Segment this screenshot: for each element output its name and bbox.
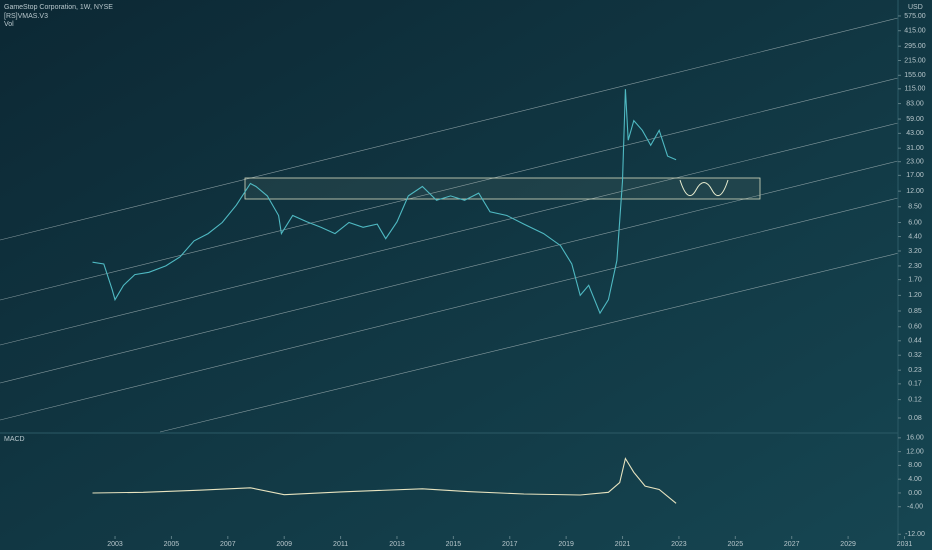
channel-line <box>0 197 898 421</box>
y-tick-label: 0.23 <box>908 367 922 374</box>
channel-line <box>0 160 898 384</box>
y-tick-label: 31.00 <box>906 145 924 152</box>
y-tick-label: 4.40 <box>908 233 922 240</box>
y-tick-label: 83.00 <box>906 100 924 107</box>
y-tick-label: 415.00 <box>904 28 926 35</box>
y-tick-label: -12.00 <box>905 531 925 538</box>
y-tick-label: 4.00 <box>908 476 922 483</box>
x-tick-label: 2029 <box>840 541 856 548</box>
x-tick-label: 2021 <box>615 541 631 548</box>
unit-label: USD <box>908 4 923 11</box>
x-tick-label: 2011 <box>333 541 348 548</box>
channel-line <box>0 17 898 241</box>
price-line <box>92 89 677 315</box>
y-tick-label: 3.20 <box>908 248 922 255</box>
x-tick-label: 2007 <box>220 541 236 548</box>
x-tick-label: 2013 <box>389 541 405 548</box>
x-tick-label: 2017 <box>502 541 518 548</box>
y-tick-label: 16.00 <box>906 435 924 442</box>
y-tick-label: 23.00 <box>906 159 924 166</box>
y-tick-label: 1.20 <box>908 292 922 299</box>
y-tick-label: 43.00 <box>906 130 924 137</box>
y-tick-label: 1.70 <box>908 276 922 283</box>
y-tick-label: 17.00 <box>906 172 924 179</box>
y-tick-label: 0.08 <box>908 415 922 422</box>
y-tick-label: 115.00 <box>905 86 926 93</box>
indicator-label: Vol <box>4 21 14 28</box>
y-tick-label: 0.17 <box>908 381 922 388</box>
drawings <box>0 17 898 433</box>
x-tick-label: 2015 <box>446 541 462 548</box>
y-tick-label: 59.00 <box>906 116 924 123</box>
y-tick-label: 0.12 <box>908 396 922 403</box>
y-tick-label: 0.00 <box>908 490 922 497</box>
x-tick-label: 2009 <box>276 541 292 548</box>
x-tick-label: 2005 <box>164 541 180 548</box>
price-line <box>92 457 677 504</box>
y-tick-label: 0.60 <box>908 324 922 331</box>
y-tick-label: 12.00 <box>906 188 924 195</box>
x-tick-label: 2025 <box>728 541 744 548</box>
y-tick-label: 12.00 <box>906 448 924 455</box>
y-tick-label: -4.00 <box>907 504 923 511</box>
projection-curve <box>679 179 729 197</box>
indicator-label: [RS]VMAS.V3 <box>4 13 48 20</box>
y-tick-label: 6.00 <box>908 219 922 226</box>
x-tick-label: 2023 <box>671 541 687 548</box>
pane-title: MACD <box>4 436 25 443</box>
channel-line <box>159 252 898 433</box>
y-tick-label: 2.30 <box>908 263 922 270</box>
y-tick-label: 0.32 <box>908 352 922 359</box>
y-tick-label: 0.44 <box>908 338 922 345</box>
y-tick-label: 8.50 <box>908 204 922 211</box>
y-tick-label: 295.00 <box>904 43 926 50</box>
y-tick-label: 8.00 <box>908 462 922 469</box>
x-tick-label: 2027 <box>784 541 800 548</box>
chart-title: GameStop Corporation, 1W, NYSE <box>4 4 113 11</box>
x-tick-label: 2031 <box>897 541 913 548</box>
x-tick-label: 2003 <box>107 541 123 548</box>
zone-box <box>244 177 761 200</box>
channel-line <box>0 122 898 346</box>
y-tick-label: 575.00 <box>904 13 926 20</box>
channel-line <box>0 77 898 301</box>
y-tick-label: 215.00 <box>904 57 926 64</box>
y-tick-label: 0.85 <box>908 308 922 315</box>
y-tick-label: 155.00 <box>904 72 926 79</box>
x-tick-label: 2019 <box>558 541 574 548</box>
